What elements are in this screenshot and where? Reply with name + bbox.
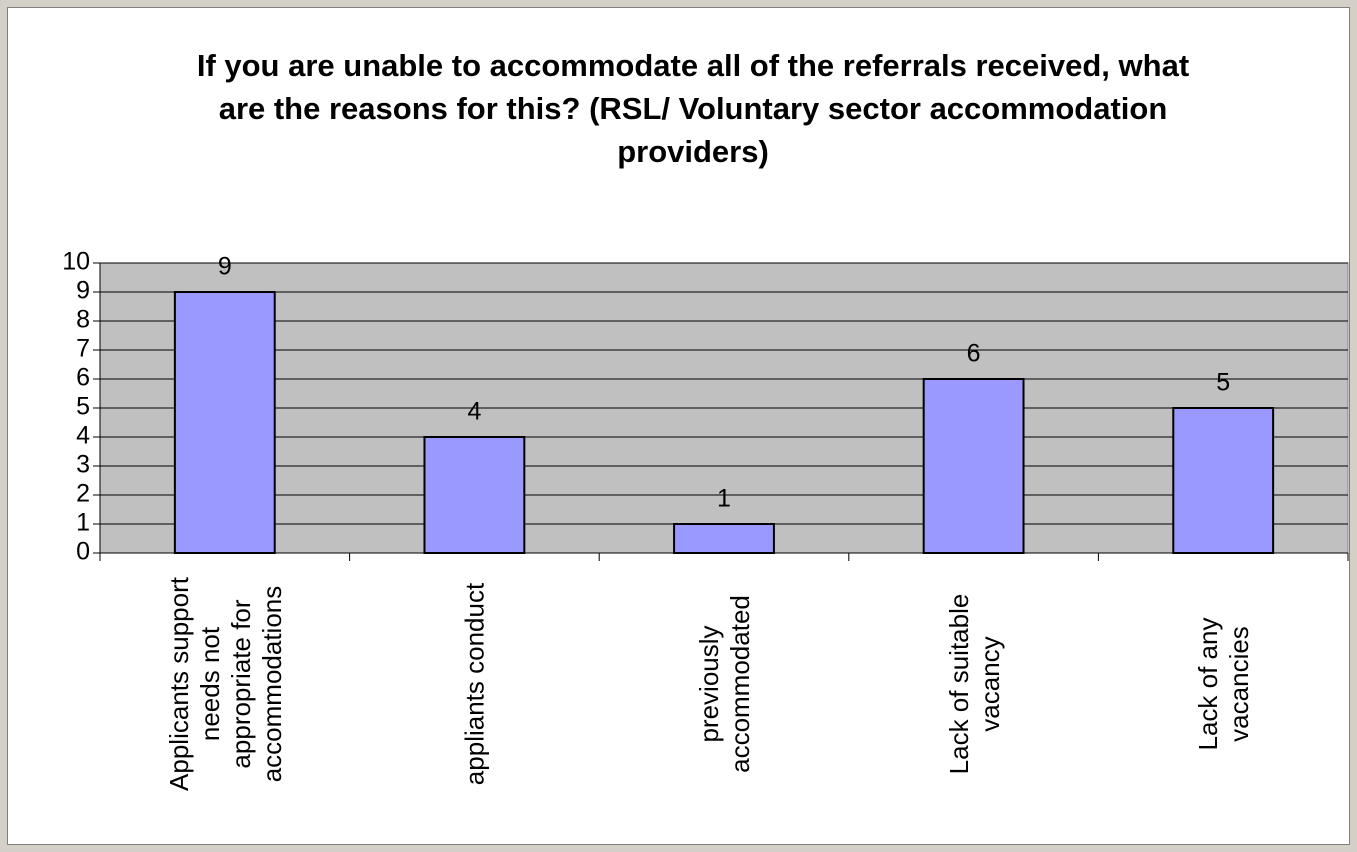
bar xyxy=(423,436,526,554)
chart: If you are unable to accommodate all of … xyxy=(7,7,1350,845)
data-label: 5 xyxy=(1216,369,1230,397)
y-tick-label: 10 xyxy=(62,248,90,276)
x-tick-label: previously accommodated xyxy=(694,595,755,773)
chart-title: If you are unable to accommodate all of … xyxy=(196,48,1190,169)
y-tick-label: 5 xyxy=(76,393,90,421)
y-tick-label: 7 xyxy=(76,335,90,363)
x-tick-label: Lack of suitable vacancy xyxy=(943,593,1005,775)
y-tick-label: 3 xyxy=(76,451,90,479)
bar xyxy=(1172,407,1275,554)
y-tick-label: 2 xyxy=(76,480,90,508)
x-tick-label: Applicants support needs not appropriate… xyxy=(163,577,287,791)
data-label: 1 xyxy=(717,485,731,513)
x-tick-label: appliants conduct xyxy=(459,582,490,786)
data-label: 4 xyxy=(467,398,481,426)
y-tick-label: 9 xyxy=(76,277,90,305)
y-tick-label: 6 xyxy=(76,364,90,392)
y-tick-label: 4 xyxy=(76,422,90,450)
data-label: 6 xyxy=(967,340,981,368)
data-label: 9 xyxy=(218,253,232,281)
y-tick-label: 0 xyxy=(76,538,90,566)
bar xyxy=(173,291,276,554)
x-tick-label: Lack of any vacancies xyxy=(1193,617,1255,751)
y-tick-label: 8 xyxy=(76,306,90,334)
bar xyxy=(673,523,775,554)
y-tick-label: 1 xyxy=(76,509,90,537)
bar xyxy=(922,378,1025,554)
